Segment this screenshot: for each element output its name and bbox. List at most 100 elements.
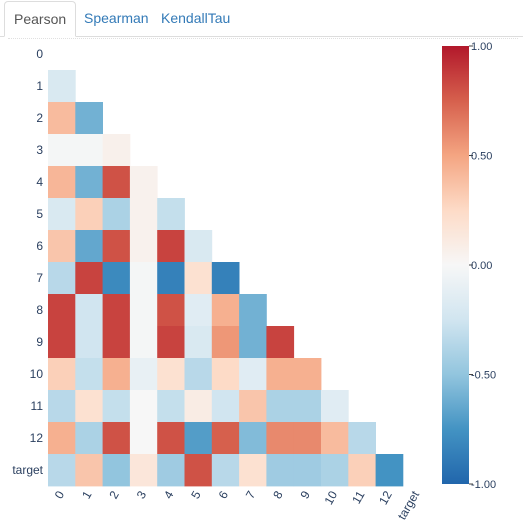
- heatmap-cell-4-3: [129, 166, 158, 199]
- heatmap-cell-target-12: [375, 454, 404, 487]
- heatmap-cell-3-0: [48, 134, 76, 167]
- heatmap-cell-11-10: [321, 390, 349, 423]
- heatmap-cell-4-1: [75, 166, 103, 199]
- heatmap-cell-12-6: [211, 422, 240, 455]
- heatmap-cell-11-4: [157, 390, 185, 423]
- heatmap-cell-3-2: [102, 134, 131, 167]
- row-label: 5: [36, 207, 43, 221]
- heatmap-cell-7-0: [48, 262, 76, 295]
- heatmap-cell-11-5: [184, 390, 213, 423]
- heatmap-cell-10-1: [75, 358, 103, 391]
- colorbar-tick-label: 0.50: [471, 151, 492, 163]
- row-label: 9: [36, 335, 43, 349]
- heatmap-cell-3-1: [75, 134, 103, 167]
- heatmap-cell-6-1: [75, 230, 103, 263]
- row-label: target: [12, 463, 43, 477]
- heatmap-cell-9-0: [48, 326, 76, 359]
- heatmap-cell-12-2: [102, 422, 131, 455]
- heatmap-cell-11-6: [211, 390, 240, 423]
- heatmap-cell-target-9: [293, 454, 322, 487]
- heatmap-cell-9-7: [239, 326, 267, 359]
- heatmap-cell-11-2: [102, 390, 131, 423]
- heatmap-cell-8-1: [75, 294, 103, 327]
- heatmap-cell-4-0: [48, 166, 76, 199]
- row-label: 6: [36, 239, 43, 253]
- heatmap-cell-10-3: [129, 358, 158, 391]
- heatmap-cell-7-3: [129, 262, 158, 295]
- heatmap-cell-8-3: [129, 294, 158, 327]
- column-label: 7: [243, 488, 259, 501]
- heatmap-cell-12-5: [184, 422, 213, 455]
- heatmap-cell-5-3: [129, 198, 158, 231]
- heatmap-cell-11-7: [239, 390, 267, 423]
- heatmap-cell-target-8: [266, 454, 295, 487]
- heatmap-cell-target-10: [321, 454, 349, 487]
- heatmap-cell-6-5: [184, 230, 213, 263]
- column-label: 11: [349, 488, 368, 506]
- row-label: 1: [36, 79, 43, 93]
- tab-spearman[interactable]: Spearman: [84, 10, 149, 26]
- heatmap-cell-12-10: [321, 422, 349, 455]
- heatmap-cell-target-2: [102, 454, 131, 487]
- column-label: 10: [321, 488, 340, 507]
- heatmap-cell-12-3: [129, 422, 158, 455]
- heatmap-cell-6-3: [129, 230, 158, 263]
- row-label: 8: [36, 303, 43, 317]
- heatmap-cell-5-2: [102, 198, 131, 231]
- heatmap-cell-8-4: [157, 294, 185, 327]
- colorbar-tick-label: -0.50: [471, 370, 496, 382]
- column-label: 6: [216, 488, 232, 501]
- heatmap-cell-9-8: [266, 326, 295, 359]
- heatmap-cell-12-9: [293, 422, 322, 455]
- tab-kendalltau[interactable]: KendallTau: [161, 10, 231, 26]
- row-label: 0: [36, 47, 43, 61]
- heatmap-cell-2-0: [48, 102, 76, 135]
- row-label: 7: [36, 271, 43, 285]
- heatmap-cell-10-9: [293, 358, 322, 391]
- colorbar-tick-label: -1.00: [471, 479, 496, 491]
- heatmap-cell-11-0: [48, 390, 76, 423]
- column-label: 4: [161, 488, 177, 501]
- row-label: 3: [36, 143, 43, 157]
- column-label: 2: [106, 488, 122, 501]
- column-label: 12: [376, 488, 395, 507]
- column-label: 0: [52, 488, 68, 501]
- heatmap-cell-9-2: [102, 326, 131, 359]
- heatmap-cell-target-7: [239, 454, 267, 487]
- heatmap-cell-target-4: [157, 454, 185, 487]
- heatmap-cell-12-0: [48, 422, 76, 455]
- tab-pearson[interactable]: Pearson: [4, 1, 77, 37]
- colorbar: [442, 46, 469, 484]
- correlation-tabs: Pearson Spearman KendallTau: [0, 0, 523, 37]
- heatmap-cell-12-8: [266, 422, 295, 455]
- heatmap-cell-11-1: [75, 390, 103, 423]
- heatmap-cell-10-7: [239, 358, 267, 391]
- heatmap-cell-9-6: [211, 326, 240, 359]
- heatmap-cell-target-5: [184, 454, 213, 487]
- heatmap-cell-target-11: [348, 454, 376, 487]
- heatmap-cell-11-3: [129, 390, 158, 423]
- heatmap-cell-2-1: [75, 102, 103, 135]
- heatmap-cell-7-2: [102, 262, 131, 295]
- column-label: 3: [134, 488, 150, 501]
- heatmap-cell-10-5: [184, 358, 213, 391]
- heatmap-cell-5-4: [157, 198, 185, 231]
- colorbar-tick-label: 0.00: [471, 260, 492, 272]
- heatmap-cell-8-6: [211, 294, 240, 327]
- heatmap-cell-target-1: [75, 454, 103, 487]
- colorbar-tick-label: 1.00: [471, 41, 492, 53]
- heatmap-cell-7-4: [157, 262, 185, 295]
- heatmap-cell-12-4: [157, 422, 185, 455]
- heatmap-cell-9-1: [75, 326, 103, 359]
- heatmap-cell-target-3: [129, 454, 158, 487]
- heatmap-cell-8-0: [48, 294, 76, 327]
- heatmap-cell-10-2: [102, 358, 131, 391]
- heatmap-cell-10-6: [211, 358, 240, 391]
- heatmap-cell-6-2: [102, 230, 131, 263]
- heatmap-cell-5-1: [75, 198, 103, 231]
- heatmap-cell-6-0: [48, 230, 76, 263]
- heatmap-cell-9-3: [129, 326, 158, 359]
- heatmap-cell-7-6: [211, 262, 240, 295]
- heatmap-cell-10-8: [266, 358, 295, 391]
